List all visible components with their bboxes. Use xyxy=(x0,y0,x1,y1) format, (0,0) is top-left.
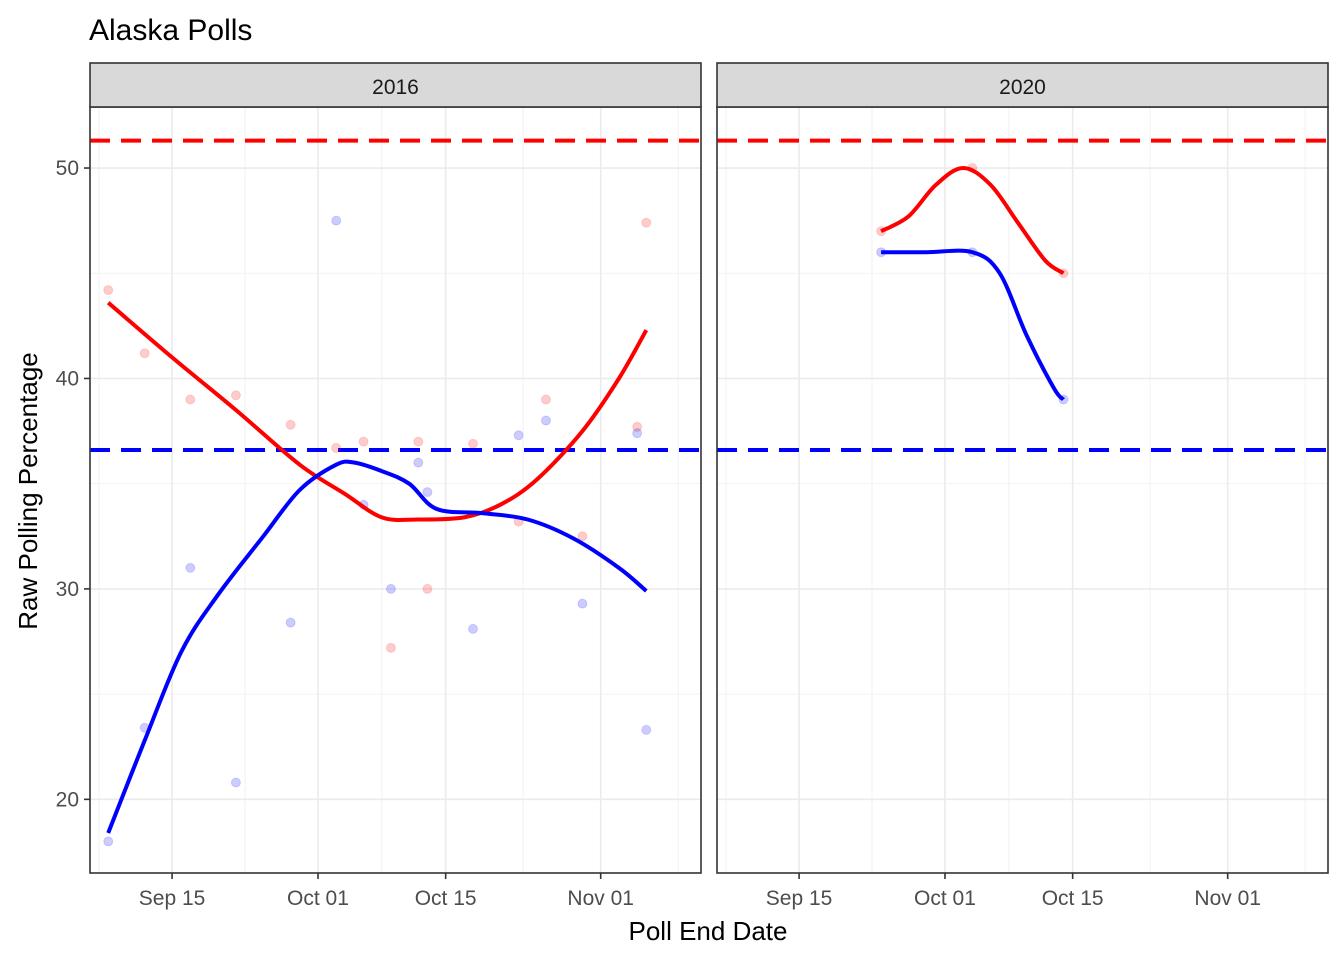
x-tick-label: Sep 15 xyxy=(139,887,206,910)
x-tick-label: Nov 01 xyxy=(1194,887,1261,910)
y-tick-label: 30 xyxy=(56,578,79,601)
poll-point-rep xyxy=(577,531,588,542)
trend-line-dem xyxy=(881,248,1065,401)
poll-point-rep xyxy=(185,394,196,405)
poll-point-dem xyxy=(468,623,479,634)
facet-panel-2016: 2016 Sep 15 Oct 01 Oct 15 Nov 01 20 30 40 50 xyxy=(56,62,702,910)
poll-point-rep xyxy=(139,348,150,359)
poll-point-rep xyxy=(103,285,114,296)
x-axis-title: Poll End Date xyxy=(629,916,788,946)
poll-point-dem xyxy=(285,617,296,628)
panel-data xyxy=(90,138,701,847)
y-axis-title: Raw Polling Percentage xyxy=(13,352,43,630)
poll-point-rep xyxy=(413,436,424,447)
poll-point-dem xyxy=(230,777,241,788)
panel-data xyxy=(717,138,1328,453)
poll-point-dem xyxy=(103,836,114,847)
y-tick-label: 50 xyxy=(56,157,79,180)
plot-layer: 2016 Sep 15 Oct 01 Oct 15 Nov 01 20 30 40 50 2020… xyxy=(56,62,1329,910)
poll-point-dem xyxy=(513,430,524,441)
poll-point-rep xyxy=(285,419,296,430)
x-tick-label: Nov 01 xyxy=(567,887,634,910)
panel-background xyxy=(717,107,1328,873)
poll-point-dem xyxy=(385,583,396,594)
poll-point-dem xyxy=(577,598,588,609)
poll-point-dem xyxy=(641,724,652,735)
poll-point-rep xyxy=(632,421,643,432)
facet-strip xyxy=(89,62,702,108)
x-tick-label: Oct 01 xyxy=(914,887,976,910)
poll-point-rep xyxy=(385,642,396,653)
x-tick-label: Oct 15 xyxy=(415,887,477,910)
trend-line-rep xyxy=(106,301,649,523)
facet-panel-2020: 2020 Sep 15 Oct 01 Oct 15 Nov 01 xyxy=(716,62,1329,910)
y-tick-label: 20 xyxy=(56,788,79,811)
poll-point-rep xyxy=(358,436,369,447)
poll-point-rep xyxy=(230,390,241,401)
x-tick-label: Oct 01 xyxy=(287,887,349,910)
poll-point-dem xyxy=(540,415,551,426)
x-tick-label: Sep 15 xyxy=(766,887,833,910)
panel-background xyxy=(90,107,701,873)
poll-point-rep xyxy=(331,442,342,453)
trend-line-rep xyxy=(880,166,1065,275)
facet-strip xyxy=(716,62,1329,108)
poll-point-rep xyxy=(641,217,652,228)
poll-point-dem xyxy=(632,428,643,439)
trend-line-dem xyxy=(106,459,648,834)
poll-point-rep xyxy=(422,583,433,594)
poll-point-rep xyxy=(468,438,479,449)
poll-point-dem xyxy=(185,562,196,573)
chart-title: Alaska Polls xyxy=(89,14,252,47)
facet-strip-label: 2016 xyxy=(372,76,419,99)
poll-point-dem xyxy=(422,487,433,498)
poll-point-rep xyxy=(540,394,551,405)
facet-strip-label: 2020 xyxy=(999,76,1046,99)
y-tick-label: 40 xyxy=(56,367,79,390)
x-tick-label: Oct 15 xyxy=(1042,887,1104,910)
poll-point-dem xyxy=(413,457,424,468)
poll-point-dem xyxy=(331,215,342,226)
